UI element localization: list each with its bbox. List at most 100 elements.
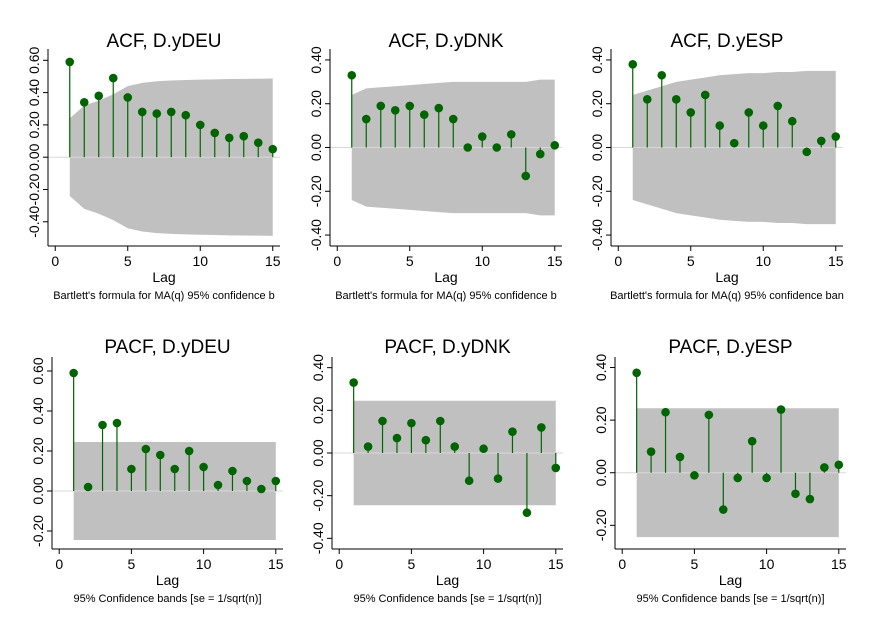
data-point: [65, 57, 75, 67]
chart-panel: -0.20 0.00 0.20 0.40 0 5 10 15 PACF, D.yESP Lag 95…: [593, 337, 847, 605]
data-point: [758, 121, 768, 130]
y-tick-label: 0.00: [30, 477, 46, 504]
data-point: [733, 473, 743, 483]
data-point: [776, 405, 786, 414]
y-tick-label: -0.40: [310, 522, 326, 554]
y-tick-label: 0.00: [589, 134, 605, 161]
data-point: [675, 452, 685, 462]
data-point: [661, 407, 670, 417]
x-tick-label: 0: [618, 556, 626, 572]
data-point: [551, 463, 561, 473]
y-tick-label: 0.40: [308, 46, 324, 73]
chart-panel: -0.40 -0.20 0.00 0.20 0.40 0 5 10 15 ACF, D.yESP L…: [589, 31, 844, 302]
data-point: [224, 133, 234, 143]
data-point: [646, 447, 656, 456]
chart-note: Bartlett's formula for MA(q) 95% confide…: [610, 290, 844, 302]
data-point: [378, 416, 387, 426]
chart-note: 95% Confidence bands [se = 1/sqrt(n)]: [636, 593, 824, 605]
data-point: [521, 171, 531, 181]
x-axis-label: Lag: [434, 269, 457, 285]
y-tick-label: 0.00: [26, 143, 42, 170]
data-point: [747, 436, 757, 446]
data-point: [419, 110, 429, 119]
data-point: [392, 433, 402, 443]
data-point: [773, 101, 783, 111]
x-tick-label: 15: [547, 253, 563, 269]
data-point: [407, 418, 416, 428]
x-tick-label: 10: [196, 556, 212, 572]
data-point: [657, 70, 667, 80]
y-tick-label: 0.20: [593, 406, 609, 433]
y-tick-label: -0.20: [30, 515, 46, 547]
data-point: [671, 95, 681, 104]
data-point: [834, 460, 844, 470]
chart-note: Bartlett's formula for MA(q) 95% confide…: [335, 290, 557, 302]
data-point: [550, 141, 560, 150]
chart-title: PACF, D.yDNK: [384, 337, 511, 358]
data-point: [271, 476, 281, 486]
data-point: [268, 144, 278, 154]
y-tick-label: -0.40: [308, 219, 324, 251]
data-point: [718, 505, 728, 514]
x-tick-label: 15: [828, 253, 844, 269]
y-tick-label: -0.20: [26, 173, 42, 205]
data-point: [363, 442, 373, 451]
y-tick-label: 0.20: [308, 90, 324, 117]
data-point: [349, 378, 358, 387]
y-tick-label: -0.40: [589, 219, 605, 251]
data-point: [242, 476, 252, 486]
y-tick-label: 0.40: [593, 354, 609, 381]
y-tick-label: -0.20: [593, 509, 609, 541]
data-point: [492, 143, 502, 152]
y-tick-label: 0.00: [308, 134, 324, 161]
chart-note: 95% Confidence bands [se = 1/sqrt(n)]: [353, 593, 541, 605]
data-point: [700, 90, 710, 100]
y-tick-label: 0.40: [310, 354, 326, 381]
data-point: [704, 410, 714, 420]
x-tick-label: 10: [755, 253, 771, 269]
data-point: [744, 108, 754, 117]
chart-panel: -0.40 -0.20 0.00 0.20 0.40 0 5 10 15 PACF, D.yDNK…: [310, 337, 564, 605]
y-tick-label: 0.20: [589, 90, 605, 117]
data-point: [347, 70, 357, 80]
data-point: [127, 464, 136, 474]
chart-panel: -0.40 -0.20 0.00 0.20 0.40 0 5 10 15 ACF, D.yDNK L…: [308, 31, 563, 302]
chart-panel: -0.20 0.00 0.20 0.40 0.60 0 5 10 15 PACF, D.yDEU L…: [30, 337, 284, 605]
x-tick-label: 15: [831, 556, 847, 572]
x-axis-label: Lag: [152, 269, 175, 285]
data-point: [361, 114, 371, 124]
data-point: [98, 420, 107, 430]
y-tick-label: -0.40: [26, 206, 42, 238]
data-point: [805, 494, 815, 504]
chart-title: PACF, D.yDEU: [104, 337, 230, 358]
data-point: [181, 110, 191, 120]
data-point: [479, 444, 488, 454]
data-point: [123, 93, 133, 102]
data-point: [493, 474, 503, 483]
data-point: [79, 97, 89, 107]
data-point: [686, 108, 696, 117]
data-point: [166, 107, 176, 117]
y-tick-label: 0.00: [310, 439, 326, 466]
data-point: [537, 423, 546, 432]
data-point: [199, 462, 208, 472]
chart-title: ACF, D.yDNK: [388, 31, 503, 52]
y-tick-label: 0.40: [26, 79, 42, 106]
x-axis-label: Lag: [156, 572, 179, 588]
data-point: [376, 101, 386, 111]
data-point: [762, 473, 771, 483]
x-tick-label: 0: [333, 253, 341, 269]
x-tick-label: 10: [192, 253, 208, 269]
y-tick-label: 0.40: [589, 46, 605, 73]
data-point: [155, 450, 165, 460]
data-point: [463, 143, 473, 152]
data-point: [69, 368, 78, 378]
data-point: [464, 476, 474, 486]
data-point: [477, 132, 487, 141]
data-point: [210, 128, 220, 138]
x-tick-label: 0: [335, 556, 343, 572]
x-tick-label: 0: [55, 556, 63, 572]
chart-title: ACF, D.yDEU: [106, 31, 221, 52]
data-point: [450, 442, 460, 451]
y-tick-label: -0.20: [308, 175, 324, 207]
